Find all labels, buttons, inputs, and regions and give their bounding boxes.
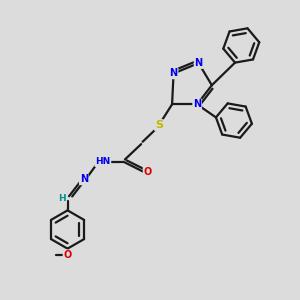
Text: HN: HN — [95, 157, 110, 166]
Text: N: N — [193, 99, 201, 110]
Text: S: S — [155, 120, 163, 130]
Text: O: O — [143, 167, 152, 177]
Text: N: N — [194, 58, 202, 68]
Text: H: H — [58, 194, 66, 203]
Text: O: O — [63, 250, 72, 260]
Text: N: N — [80, 174, 88, 184]
Text: N: N — [169, 68, 178, 78]
